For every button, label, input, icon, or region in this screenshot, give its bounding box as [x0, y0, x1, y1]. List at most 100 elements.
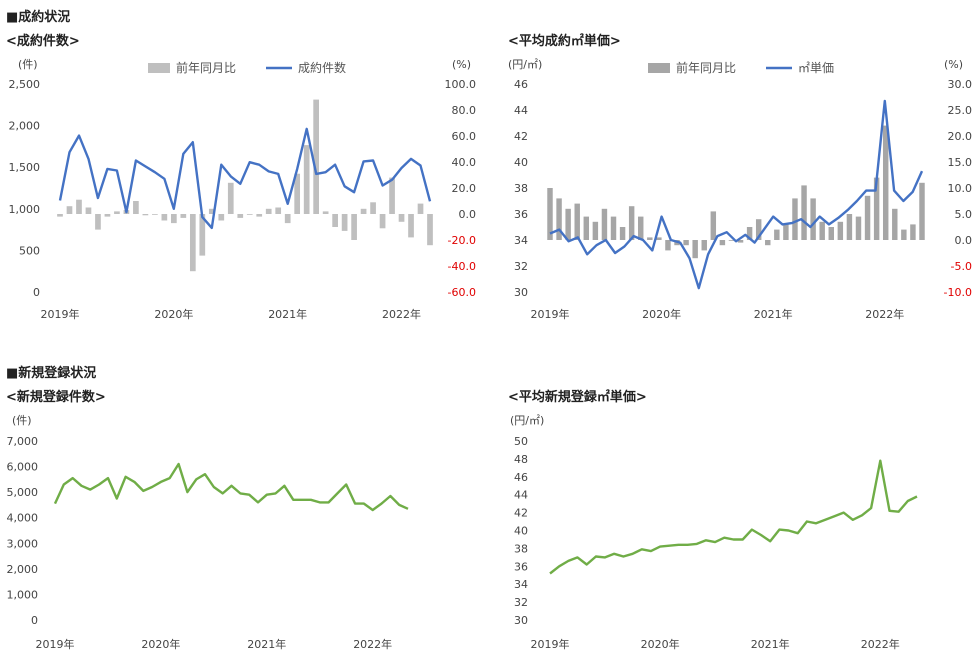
yoy-bar	[910, 224, 916, 240]
left-tick-label: 0	[33, 286, 40, 299]
yoy-bar	[332, 214, 338, 227]
x-tick-label: 2019年	[41, 307, 80, 321]
yoy-bar	[95, 214, 101, 230]
left-axis-unit: (件)	[18, 58, 38, 71]
left-tick-label: 34	[514, 578, 528, 591]
left-tick-label: 48	[514, 453, 528, 466]
left-tick-label: 46	[514, 471, 528, 484]
yoy-bar	[619, 227, 626, 240]
right-tick-label: 10.0	[948, 182, 973, 195]
series-line	[549, 459, 918, 575]
legend: 前年同月比 成約件数	[148, 60, 346, 75]
yoy-bar	[427, 214, 433, 246]
yoy-bar	[370, 202, 376, 214]
yoy-bar	[341, 214, 348, 231]
yoy-bar	[592, 221, 599, 240]
right-tick-label: 80.0	[452, 104, 477, 117]
legend-label-series: ㎡単価	[798, 61, 834, 75]
x-tick-label: 2021年	[754, 307, 793, 321]
x-tick-label: 2022年	[865, 307, 904, 321]
yoy-bar	[256, 214, 263, 217]
right-axis-unit: (%)	[944, 58, 963, 71]
right-tick-label: -10.0	[944, 286, 972, 299]
left-tick-label: 6,000	[7, 461, 39, 474]
left-tick-label: 44	[514, 489, 528, 502]
yoy-bar	[765, 240, 771, 246]
right-tick-label: -20.0	[448, 234, 476, 247]
yoy-bar	[76, 199, 82, 214]
yoy-bar	[189, 214, 196, 272]
yoy-bar	[692, 240, 698, 259]
right-tick-label: 5.0	[955, 208, 973, 221]
left-tick-label: 40	[514, 156, 528, 169]
yoy-bar	[882, 125, 889, 240]
x-tick-label: 2022年	[382, 307, 421, 321]
left-tick-label: 46	[514, 78, 528, 91]
yoy-bar	[574, 203, 580, 240]
yoy-bar	[152, 214, 158, 215]
chart-title-contract-count: <成約件数>	[6, 34, 80, 49]
yoy-bar	[647, 237, 653, 240]
left-tick-label: 4,000	[7, 512, 39, 525]
left-tick-label: 1,000	[7, 588, 39, 601]
yoy-bar	[846, 214, 853, 240]
yoy-bar	[237, 214, 244, 218]
left-tick-label: 3,000	[7, 537, 39, 550]
yoy-bar	[284, 214, 291, 224]
yoy-bar	[774, 229, 780, 240]
x-tick-label: 2021年	[247, 637, 286, 651]
legend-bar-swatch	[648, 63, 670, 73]
chart-title-contract-unit-price: <平均成約㎡単価>	[508, 34, 621, 49]
left-tick-label: 36	[514, 208, 528, 221]
left-tick-label: 2,000	[9, 120, 41, 133]
left-tick-label: 34	[514, 234, 528, 247]
yoy-bar	[104, 214, 111, 217]
right-tick-label: 100.0	[445, 78, 477, 91]
chart-title-new-listing-unit-price: <平均新規登録㎡単価>	[508, 390, 647, 405]
yoy-bar	[919, 182, 925, 240]
yoy-bar	[610, 216, 617, 240]
yoy-bar	[783, 224, 789, 240]
yoy-bar	[408, 214, 414, 238]
x-tick-label: 2019年	[531, 307, 570, 321]
left-tick-label: 30	[514, 286, 528, 299]
x-tick-label: 2020年	[141, 637, 180, 651]
yoy-bar	[322, 211, 329, 214]
chart-title-new-listing-count: <新規登録件数>	[6, 390, 106, 405]
left-tick-label: 1,000	[9, 203, 41, 216]
left-tick-label: 1,500	[9, 161, 41, 174]
yoy-bar	[656, 237, 662, 240]
yoy-bar	[85, 207, 92, 214]
yoy-bar	[583, 216, 590, 240]
yoy-bar	[565, 208, 571, 240]
yoy-bar	[303, 145, 310, 214]
right-axis-unit: (%)	[452, 58, 471, 71]
x-tick-label: 2022年	[861, 637, 900, 651]
yoy-bar	[556, 198, 562, 240]
x-tick-label: 2021年	[268, 307, 307, 321]
left-tick-label: 44	[514, 104, 528, 117]
right-tick-label: 25.0	[948, 104, 973, 117]
section-title-registrations: ■新規登録状況	[6, 366, 97, 381]
yoy-bar	[719, 240, 726, 246]
legend-label-yoy: 前年同月比	[176, 60, 236, 75]
left-tick-label: 2,000	[7, 563, 39, 576]
left-axis-unit: (円/㎡)	[510, 414, 544, 427]
yoy-bar	[837, 221, 844, 240]
left-tick-label: 30	[514, 614, 528, 627]
left-tick-label: 32	[514, 596, 528, 609]
right-tick-label: 60.0	[452, 130, 477, 143]
x-tick-label: 2020年	[642, 307, 681, 321]
yoy-bar	[855, 216, 862, 240]
yoy-bar	[755, 219, 762, 240]
yoy-bar	[547, 188, 553, 240]
left-tick-label: 2,500	[9, 78, 41, 91]
yoy-bar	[710, 211, 717, 240]
yoy-bar	[171, 214, 177, 224]
yoy-bar	[142, 214, 149, 216]
yoy-bar	[227, 182, 234, 214]
yoy-bar	[66, 206, 73, 214]
